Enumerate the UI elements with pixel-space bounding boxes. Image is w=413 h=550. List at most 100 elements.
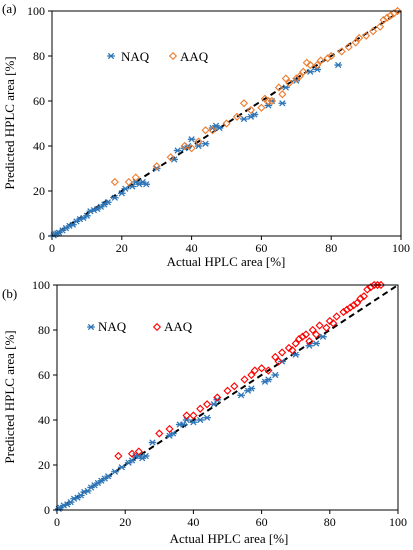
naq-point [189, 419, 198, 426]
panel-b: (b) 0 20 40 60 80 100 0 20 40 60 80 100 NAQ AAQ Ac… [2, 278, 407, 546]
naq-point [194, 142, 203, 150]
aaq-point [240, 375, 249, 384]
panel-a-series-naq [49, 61, 342, 239]
aaq-point [187, 144, 196, 153]
aaq-point [308, 325, 317, 335]
naq-point [152, 165, 161, 172]
panel-b-legend-naq-label: NAQ [98, 319, 127, 334]
naq-point [213, 396, 222, 403]
panel-b-series-aaq [114, 280, 386, 461]
panel-b-label: (b) [2, 286, 17, 301]
naq-point [313, 66, 322, 73]
y-tick-label: 0 [39, 229, 45, 243]
panel-b-reference-line [56, 284, 399, 511]
legend-naq-symbol [107, 52, 115, 60]
aaq-point [114, 451, 123, 461]
naq-point [187, 136, 196, 143]
legend-naq-symbol [87, 323, 95, 331]
aaq-point [359, 292, 368, 301]
x-tick-label: 60 [256, 515, 268, 529]
aaq-point [257, 364, 266, 373]
aaq-point [339, 307, 348, 317]
panel-b-legend-aaq-marker [152, 322, 162, 332]
aaq-point [332, 312, 341, 321]
legend-aaq-symbol [152, 322, 162, 332]
panel-b-y-ticks: 0 20 40 60 80 100 [32, 278, 57, 517]
naq-point [104, 473, 112, 480]
aaq-point [155, 429, 164, 438]
y-tick-label: 80 [33, 49, 45, 63]
naq-point [121, 185, 130, 192]
aaq-point [189, 411, 198, 420]
aaq-point [362, 31, 371, 40]
aaq-point [110, 177, 119, 187]
aaq-point [302, 58, 311, 67]
aaq-point [131, 173, 140, 182]
aaq-point [274, 83, 283, 92]
naq-point [278, 100, 287, 107]
panel-b-legend-naq-marker [87, 323, 95, 331]
y-tick-label: 60 [38, 368, 50, 382]
aaq-point [274, 357, 283, 366]
panel-b-legend: NAQ AAQ [87, 319, 193, 334]
aaq-point [194, 137, 203, 146]
naq-point [117, 464, 126, 471]
naq-point [203, 414, 211, 421]
aaq-point [353, 298, 362, 308]
aaq-point [165, 424, 174, 434]
aaq-point [239, 99, 249, 108]
y-tick-label: 40 [33, 139, 45, 153]
panel-a-label: (a) [2, 1, 16, 16]
aaq-point [223, 386, 232, 395]
x-tick-label: 0 [54, 515, 60, 529]
aaq-point [277, 348, 287, 357]
aaq-point [393, 6, 402, 16]
aaq-point [166, 153, 175, 162]
naq-point [111, 468, 119, 475]
y-tick-label: 20 [38, 458, 50, 472]
aaq-point [298, 332, 307, 341]
naq-point [142, 181, 151, 188]
y-tick-label: 20 [33, 184, 45, 198]
aaq-point [264, 96, 273, 106]
panel-a: (a) 0 20 40 60 80 100 0 20 40 60 80 100 NAQ AAQ Ac… [2, 1, 410, 269]
aaq-point [305, 337, 314, 346]
naq-point [118, 190, 126, 197]
naq-point [240, 115, 248, 123]
aaq-point [250, 366, 259, 375]
x-tick-label: 40 [187, 515, 199, 529]
aaq-point [325, 316, 334, 326]
aaq-point [202, 400, 212, 409]
panel-a-plot-frame [51, 10, 402, 237]
aaq-point [301, 330, 311, 339]
aaq-point [379, 15, 388, 25]
naq-point [282, 84, 290, 91]
panel-a-series-aaq [110, 6, 402, 187]
naq-point [111, 194, 119, 201]
panel-a-legend: NAQ AAQ [107, 49, 209, 64]
legend-aaq-symbol [168, 51, 178, 61]
aaq-point [180, 141, 189, 151]
naq-point [182, 416, 191, 424]
naq-point [312, 340, 320, 347]
aaq-point [346, 303, 355, 312]
x-tick-label: 100 [389, 515, 407, 529]
naq-point [264, 376, 273, 383]
aaq-point [389, 9, 399, 18]
panel-b-legend-aaq-label: AAQ [164, 319, 193, 334]
aaq-point [264, 366, 273, 375]
naq-point [215, 124, 224, 132]
aaq-point [267, 96, 276, 106]
panel-b-plot-frame [56, 284, 399, 511]
aaq-point [356, 294, 365, 303]
y-tick-label: 0 [44, 503, 50, 517]
aaq-point [230, 382, 239, 391]
aaq-point [342, 305, 351, 314]
y-tick-label: 40 [38, 413, 50, 427]
aaq-point [295, 72, 304, 81]
aaq-point [257, 103, 266, 112]
panel-b-x-axis-label: Actual HPLC area [%] [170, 531, 289, 546]
aaq-point [201, 126, 210, 135]
aaq-point [329, 319, 338, 328]
aaq-point [306, 60, 315, 70]
